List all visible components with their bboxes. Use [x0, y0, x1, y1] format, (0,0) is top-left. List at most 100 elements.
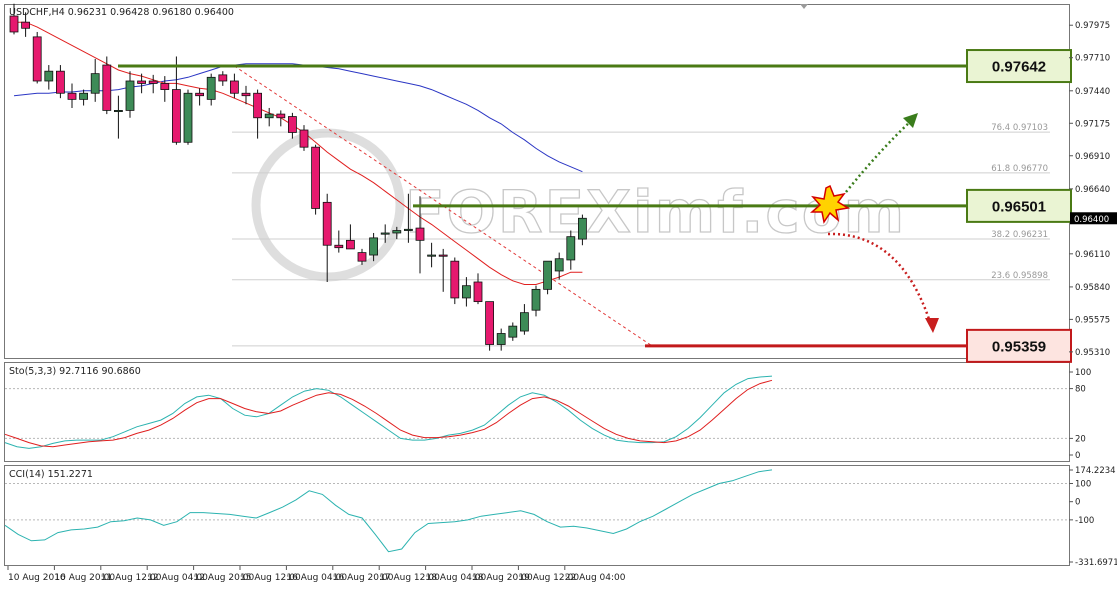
bearish-candle	[32, 31, 42, 84]
scroll-indicator-icon	[800, 4, 808, 9]
x-tick-label: 16 Aug 20:00	[333, 573, 394, 583]
x-tick-label: 10 Aug 2016	[8, 573, 66, 583]
candle-body	[206, 76, 216, 100]
x-tick-label: 15 Aug 12:00	[240, 573, 301, 583]
current-price-marker	[1070, 212, 1117, 225]
candle-body	[137, 80, 147, 84]
stochastic-label: Sto(5,3,3) 92.7116 90.6860	[9, 366, 141, 377]
y-tick-label: 0.97440	[1075, 87, 1110, 97]
bearish-candle	[137, 73, 147, 94]
y-tick-label: 0.95310	[1075, 348, 1110, 358]
bearish-candle	[171, 56, 181, 145]
bullish-candle	[543, 260, 552, 295]
stochastic-tick-label: 100	[1075, 368, 1091, 378]
bearish-candle	[357, 248, 367, 265]
bearish-candle	[322, 193, 332, 283]
bearish-path-arrow	[827, 232, 932, 323]
bearish-candle	[253, 89, 263, 139]
cci-tick-label: -100	[1075, 516, 1094, 526]
fib-level-label: 76.4 0.97103	[991, 123, 1048, 133]
candle-body	[578, 217, 587, 240]
bullish-candle	[403, 193, 413, 243]
bearish-arrowhead-icon	[925, 318, 939, 333]
bullish-candle	[114, 95, 123, 139]
candle-body	[44, 70, 54, 82]
x-tick-label: 18 Aug 20:00	[472, 573, 533, 583]
symbol-header: USDCHF,H4 0.96231 0.96428 0.96180 0.9640…	[9, 7, 234, 18]
current-price-label: 0.96400	[1074, 215, 1109, 225]
bullish-candle	[90, 58, 100, 102]
candle-body	[183, 92, 193, 143]
bullish-candle	[264, 107, 274, 127]
candle-body	[473, 281, 483, 303]
y-tick-label: 0.97710	[1075, 54, 1110, 64]
y-tick-label: 0.96910	[1075, 152, 1110, 162]
key-level-label: 0.96501	[992, 198, 1046, 215]
candle-body	[322, 201, 332, 246]
candle-body	[9, 15, 19, 33]
bearish-candle	[241, 85, 251, 105]
fib-level-label: 23.6 0.95898	[991, 271, 1048, 281]
bearish-candle	[299, 125, 309, 151]
bullish-candle	[427, 242, 437, 268]
bullish-candle	[392, 226, 402, 240]
candle-body	[531, 288, 541, 311]
bearish-candle	[195, 88, 205, 106]
candle-body	[334, 244, 344, 249]
bearish-candle	[102, 56, 112, 115]
candle-body	[114, 110, 123, 113]
x-tick-label: 12 Aug 20:00	[194, 573, 255, 583]
cci-tick-label: 174.2234	[1075, 466, 1116, 476]
candle-body	[345, 239, 355, 250]
bullish-candle	[206, 73, 216, 106]
candle-body	[520, 312, 529, 332]
bearish-candle	[450, 257, 460, 305]
stochastic-main-line	[4, 375, 773, 449]
bullish-candle	[44, 65, 54, 90]
candle-body	[554, 258, 564, 272]
candle-body	[461, 285, 471, 299]
candle-body	[90, 73, 100, 94]
bearish-candle	[334, 230, 344, 253]
bearish-candle	[345, 224, 355, 250]
key-level-box	[966, 188, 1072, 223]
candle-body	[380, 232, 390, 235]
bearish-candle	[148, 74, 158, 94]
bullish-candle	[554, 252, 564, 280]
cci-tick-label: 100	[1075, 479, 1091, 489]
candle-body	[415, 227, 425, 241]
key-level-box	[966, 49, 1072, 84]
y-tick-label: 0.97975	[1075, 21, 1110, 31]
candle-body	[438, 254, 448, 257]
bearish-candle	[438, 248, 448, 292]
candle-body	[125, 80, 135, 111]
bearish-candle	[67, 83, 77, 108]
candle-body	[102, 64, 112, 111]
bearish-candle	[160, 76, 170, 102]
y-tick-label: 0.95575	[1075, 315, 1110, 325]
cci-tick-label: -331.6971	[1075, 558, 1117, 568]
candle-body	[32, 36, 42, 82]
x-tick-label: 16 Aug 04:00	[286, 573, 347, 583]
candle-body	[264, 113, 274, 119]
x-tick-label: 19 Aug 12:00	[518, 573, 579, 583]
x-tick-label: 17 Aug 12:00	[379, 573, 440, 583]
bearish-candle	[21, 12, 31, 37]
bearish-candle	[473, 273, 483, 305]
candle-body	[369, 237, 379, 256]
cci-line	[4, 469, 773, 553]
stochastic-signal-line	[4, 379, 773, 448]
bearish-candle	[9, 3, 19, 35]
candle-body	[21, 21, 31, 29]
x-tick-label: 11 Aug 12:00	[101, 573, 162, 583]
x-tick-label: 10 Aug 20:00	[54, 573, 115, 583]
fib-level-label: 38.2 0.96231	[991, 230, 1048, 240]
candle-body	[160, 83, 170, 90]
candle-body	[79, 92, 88, 100]
bearish-candle	[56, 65, 65, 99]
key-level-label: 0.95359	[992, 338, 1046, 355]
bullish-path-arrow	[845, 119, 913, 193]
fib-level-label: 61.8 0.96770	[991, 164, 1048, 174]
candle-body	[403, 228, 413, 231]
